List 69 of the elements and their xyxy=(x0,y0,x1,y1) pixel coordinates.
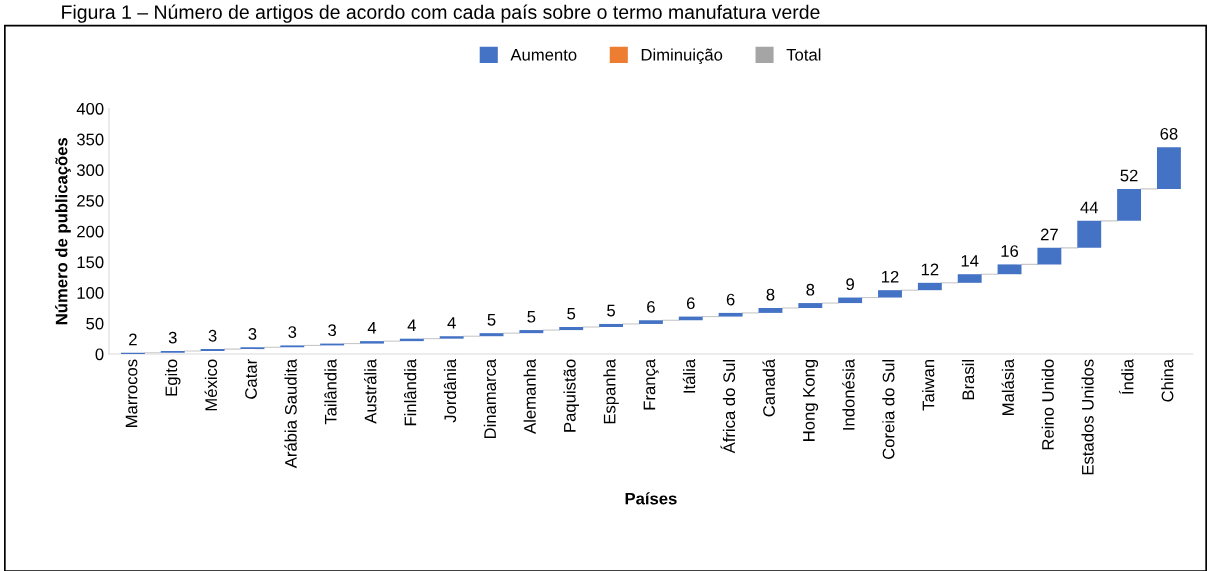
data-label: 16 xyxy=(1001,245,1019,257)
x-tick-label: Tailândia xyxy=(324,358,337,425)
data-label: 3 xyxy=(328,324,337,337)
x-tick-label: Catar xyxy=(245,359,257,399)
x-tick-label: Jordânia xyxy=(443,358,457,423)
x-tick-label: Alemanha xyxy=(523,358,536,434)
data-label: 12 xyxy=(921,263,939,276)
x-tick-label: Taiwan xyxy=(922,359,935,411)
legend-label: Total xyxy=(786,48,821,61)
legend-label: Diminuição xyxy=(641,48,723,65)
data-label: 4 xyxy=(447,317,456,329)
data-label: 3 xyxy=(168,331,177,344)
x-tick-label: Marrocos xyxy=(125,359,138,427)
data-label: 3 xyxy=(288,326,297,338)
x-tick-label: África do Sul xyxy=(720,359,736,454)
x-tick-label: Canadá xyxy=(762,358,775,417)
data-label: 5 xyxy=(567,307,576,320)
data-label: 8 xyxy=(806,283,815,296)
x-axis-title: Países xyxy=(625,492,677,505)
x-tick-label: Reino Unido xyxy=(1041,359,1054,450)
x-tick-label: Brasil xyxy=(961,360,975,400)
data-label: 6 xyxy=(647,301,655,313)
y-tick-label: 200 xyxy=(77,225,104,238)
x-tick-label: Arábia Saudita xyxy=(284,358,297,469)
y-tick-label: 250 xyxy=(77,194,104,207)
x-tick-label: Finlândia xyxy=(404,358,417,426)
data-label: 5 xyxy=(487,314,496,326)
y-tick-label: 0 xyxy=(95,348,104,361)
legend-label: Aumento xyxy=(510,49,577,61)
data-label: 3 xyxy=(208,329,217,342)
x-tick-label: Indonésia xyxy=(842,358,855,430)
y-tick-label: 350 xyxy=(76,133,104,146)
x-tick-label: Estados Unidos xyxy=(1081,359,1094,475)
data-label: 9 xyxy=(846,278,854,291)
y-tick-label: 400 xyxy=(76,102,104,115)
data-label: 44 xyxy=(1080,201,1099,214)
data-label: 12 xyxy=(882,270,899,283)
x-tick-label: México xyxy=(204,359,218,411)
y-tick-label: 300 xyxy=(76,164,104,177)
x-tick-label: Itália xyxy=(682,358,696,393)
x-tick-label: Egito xyxy=(164,359,181,396)
x-tick-label: Índia xyxy=(1118,358,1134,394)
data-label: 4 xyxy=(367,322,377,334)
y-axis-title: Número de publicações xyxy=(55,137,71,325)
x-tick-label: Hong Kong xyxy=(803,359,819,441)
data-label: 4 xyxy=(407,319,416,332)
x-tick-label: Austrália xyxy=(364,358,377,424)
data-label: 27 xyxy=(1040,228,1058,241)
x-tick-label: China xyxy=(1161,358,1174,402)
x-tick-label: França xyxy=(643,358,659,410)
chart-title: Figura 1 – Número de artigos de acordo com cada país sobre o termo manufatura verde xyxy=(62,4,820,23)
x-tick-label: Paquistão xyxy=(563,359,579,432)
x-tick-label: Dinamarca xyxy=(483,358,496,439)
data-label: 6 xyxy=(726,293,735,306)
y-tick-label: 100 xyxy=(77,287,104,299)
x-tick-label: Espanha xyxy=(603,358,619,424)
data-label: 68 xyxy=(1160,127,1178,140)
data-label: 3 xyxy=(248,328,257,340)
data-label: 2 xyxy=(129,333,137,346)
y-tick-label: 150 xyxy=(77,256,104,269)
data-label: 6 xyxy=(686,297,695,310)
data-label: 5 xyxy=(607,304,615,317)
data-label: 8 xyxy=(766,288,775,301)
data-label: 14 xyxy=(961,255,979,267)
data-label: 5 xyxy=(527,310,536,323)
x-tick-label: Coreia do Sul xyxy=(882,359,895,460)
x-tick-label: Malásia xyxy=(1001,358,1015,415)
y-tick-label: 50 xyxy=(86,317,104,330)
data-label: 52 xyxy=(1120,169,1138,182)
